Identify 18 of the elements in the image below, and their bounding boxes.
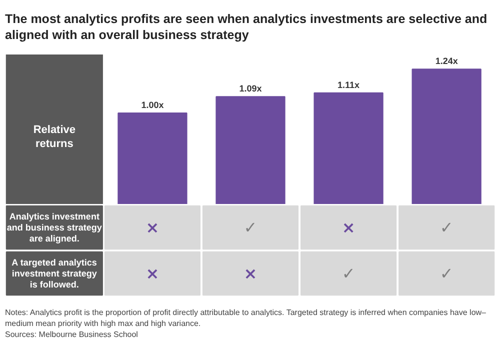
text: ✓ (244, 218, 258, 237)
data-label: 1.24x (435, 56, 458, 66)
data-label: 1.00x (141, 100, 164, 110)
data-label: 1.09x (239, 84, 262, 94)
y-axis-title: Relative returns (33, 124, 76, 150)
text: × (244, 264, 258, 283)
data-label: 1.11x (338, 80, 360, 90)
category-label: A targeted analytics investment strategy is followed. (12, 258, 97, 290)
category-label: Analytics investment and business strategy are aligned. (6, 212, 102, 244)
source-note: Sources: Melbourne Business School (5, 330, 138, 340)
chart-title: The most analytics profits are seen when analytics investments are selective and aligned with an overall business strategy (5, 11, 488, 44)
text: × (146, 218, 160, 237)
text: ✓ (342, 264, 356, 283)
text: × (342, 218, 356, 237)
text: Notes: Analytics profit is the proportion of profit directly attributable to analytics. Targeted strategy is inferred when companies have low–medium mean priority with high max and high variance. (5, 308, 486, 328)
text: ✓ (440, 264, 454, 283)
text: × (146, 264, 160, 283)
text: ✓ (440, 218, 454, 237)
